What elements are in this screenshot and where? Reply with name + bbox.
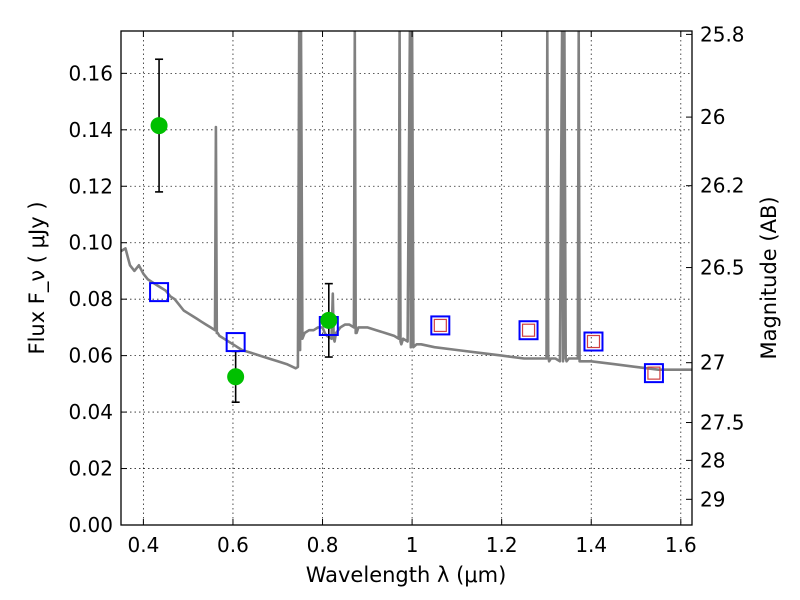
y2-tick-label: 29 [700,487,725,511]
y-tick-label: 0.00 [68,513,113,537]
y2-tick-label: 27 [700,351,725,375]
y2-tick-label: 28 [700,448,725,472]
model-photometry-square [430,315,451,336]
model-photometry-square [225,332,246,353]
model-photometry-square [583,331,604,352]
x-tick-label: 1.4 [575,533,607,557]
model-photometry-square [149,282,170,303]
y-tick-label: 0.14 [68,118,113,142]
upper-photometry-square [433,318,447,333]
marker-layer [149,58,664,404]
grid-lines [121,31,692,526]
x-axis: 0.4 0.6 0.8 1 1.2 1.4 1.6 [127,31,697,557]
observed-point [227,368,245,386]
x-tick-label: 0.6 [217,533,249,557]
y-tick-label: 0.02 [68,457,113,481]
x-tick-label: 1.2 [486,533,518,557]
y-axis-right: 25.8 26 26.2 26.5 27 27.5 28 29 [686,22,745,511]
upper-photometry-square [521,323,536,337]
x-axis-label: Wavelength λ (μm) [306,563,507,587]
y2-tick-label: 27.5 [700,411,745,435]
x-tick-label: 1 [406,533,419,557]
upper-photometry-square [647,366,661,380]
spectrum-layer [121,31,692,372]
y2-tick-label: 26 [700,105,725,129]
y-axis-left: 0.00 0.02 0.04 0.06 0.08 0.10 0.12 0.14 0.16 [68,61,127,537]
y2-tick-label: 26.2 [700,174,745,198]
x-tick-label: 0.8 [307,533,339,557]
observed-point [150,117,168,135]
observed-point [320,311,338,329]
spectrum-line [121,31,692,372]
model-photometry-square [643,363,664,384]
y-axis-label: Flux F_ν ( μJy ) [25,201,50,354]
upper-photometry-square [586,334,601,349]
y-tick-label: 0.16 [68,61,113,85]
y-tick-label: 0.06 [68,344,113,368]
x-tick-label: 0.4 [127,533,159,557]
y2-tick-label: 25.8 [700,22,745,46]
plot-frame [120,30,693,526]
y-tick-label: 0.10 [68,231,113,255]
y-tick-label: 0.12 [68,174,113,198]
y-tick-label: 0.08 [68,287,113,311]
y2-tick-label: 26.5 [700,256,745,280]
model-photometry-square [518,320,539,341]
y2-axis-label: Magnitude (AB) [757,196,781,359]
y-tick-label: 0.04 [68,400,113,424]
x-tick-label: 1.6 [665,533,697,557]
